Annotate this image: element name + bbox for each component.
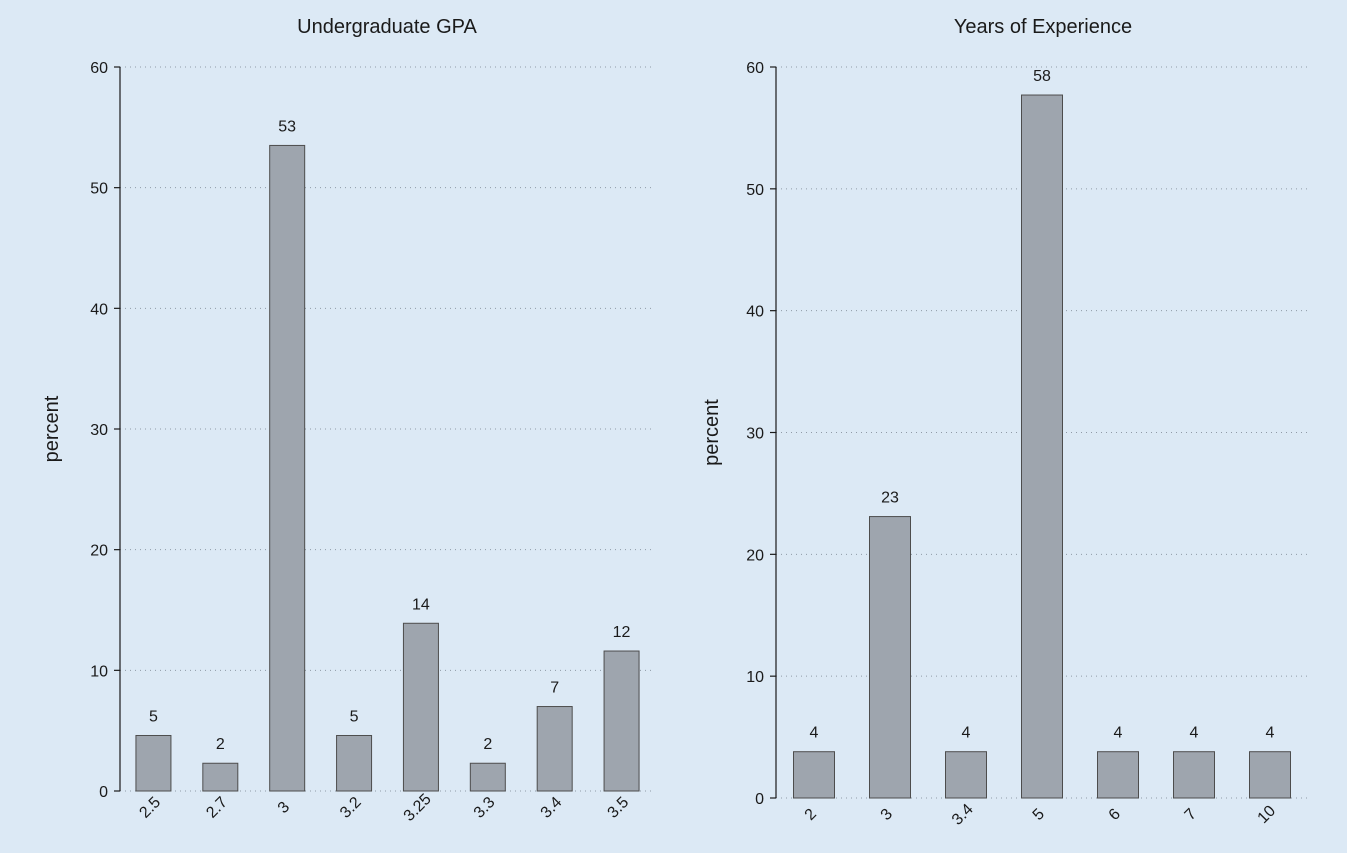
bar [336,734,373,792]
x-tick-label: 3.2 [337,794,365,822]
data-label: 58 [1033,68,1051,85]
x-tick-label: 2.5 [136,794,164,822]
x-tick-label: 3.4 [949,801,977,829]
data-label: 4 [962,725,971,742]
y-tick-label: 0 [755,791,764,808]
bar [1173,751,1215,799]
bar [1097,751,1139,799]
data-label: 2 [483,736,492,753]
y-tick-label: 40 [746,304,764,321]
x-tick-label: 10 [1255,802,1280,827]
data-label: 14 [412,596,430,613]
x-tick-label: 5 [1030,806,1048,824]
bar [603,650,640,792]
bar [135,734,172,792]
data-label: 2 [216,736,225,753]
x-tick-label: 3.5 [605,794,633,822]
bar [269,144,306,792]
data-label: 7 [550,680,559,697]
data-label: 12 [613,624,631,641]
x-tick-label: 3.25 [401,791,435,825]
y-tick-label: 50 [746,182,764,199]
y-tick-label: 30 [746,426,764,443]
bar [1021,94,1063,799]
data-label: 5 [350,708,359,725]
bar [469,762,506,792]
chart-panel-2: 0 10 20 30 40 50 60 percent Years of Experience 4… [701,16,1308,829]
y-tick-label: 10 [746,669,764,686]
y-tick-label: 30 [90,422,108,439]
bar [402,622,439,792]
y-axis-label: percent [701,399,723,466]
y-tick-label: 60 [90,60,108,77]
chart-title: Undergraduate GPA [297,16,477,38]
bar [202,762,239,792]
bar [793,751,835,799]
x-tick-label: 3 [275,799,293,817]
data-label: 53 [278,118,296,135]
data-label: 5 [149,708,158,725]
y-tick-label: 0 [99,784,108,801]
x-tick-label: 6 [1106,806,1124,824]
data-label: 4 [810,725,819,742]
y-tick-label: 10 [90,663,108,680]
x-tick-label: 2.7 [203,794,231,822]
x-tick-label: 3 [878,806,896,824]
x-tick-label: 2 [802,806,820,824]
chart-title: Years of Experience [954,16,1132,38]
data-label: 4 [1114,725,1123,742]
data-label: 23 [881,490,899,507]
y-tick-label: 50 [90,181,108,198]
data-label: 4 [1266,725,1275,742]
x-tick-label: 3.4 [538,794,566,822]
y-tick-label: 40 [90,301,108,318]
bar [1249,751,1291,799]
data-label: 4 [1190,725,1199,742]
chart-panel-1: 0 10 20 30 40 50 60 percent Undergraduate GPA 5 2.… [41,16,655,825]
y-tick-label: 60 [746,60,764,77]
y-tick-label: 20 [746,547,764,564]
bar [869,516,911,799]
x-tick-label: 7 [1182,806,1200,824]
bar [945,751,987,799]
x-tick-label: 3.3 [471,794,499,822]
y-tick-label: 20 [90,543,108,560]
y-axis-label: percent [41,395,63,462]
bar [536,706,573,792]
